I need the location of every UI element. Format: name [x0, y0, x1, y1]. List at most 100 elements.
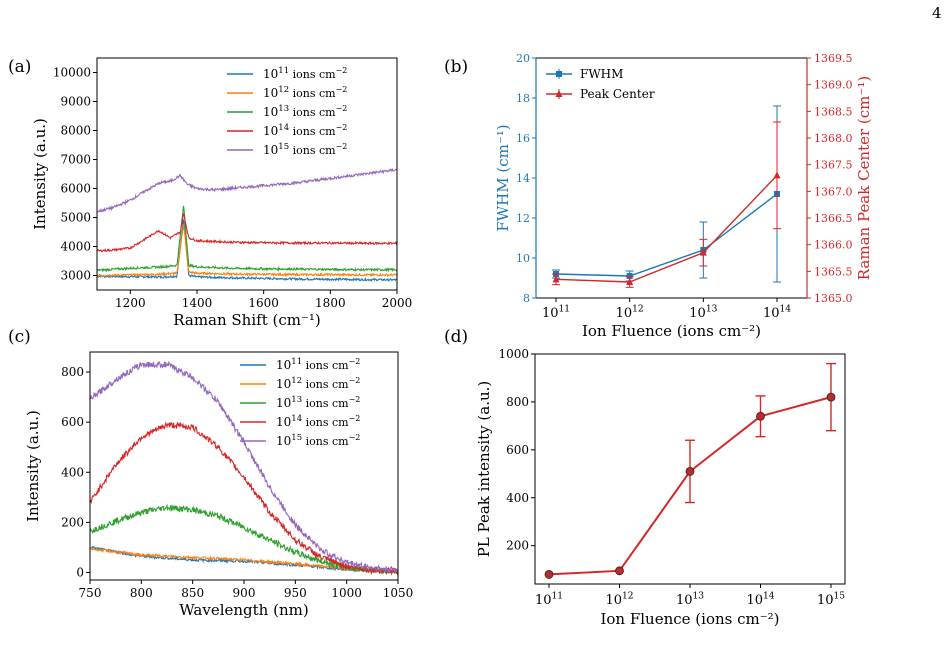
- right-y-axis-label: Raman Peak Center (cm⁻¹): [855, 76, 873, 280]
- x-axis-label: Wavelength (nm): [179, 601, 308, 619]
- panel-c: 750 800 850 900 950 1000 1050 0 200 400 600 800 Wave…: [8, 327, 413, 619]
- series-line-peak-center: [555, 174, 778, 283]
- legend-label: 1011 ions cm−2: [276, 357, 360, 372]
- x-tick-label: 1012: [605, 592, 633, 608]
- x-tick-label: 850: [181, 586, 204, 600]
- y-tick-label: 0: [76, 565, 84, 579]
- y-tick-label: 600: [61, 415, 84, 429]
- y-tick-label: 1000: [498, 347, 529, 361]
- series-line-11: [97, 219, 397, 282]
- series-line-13: [97, 205, 397, 273]
- y-tick-label: 200: [61, 515, 84, 529]
- right-y-tick-label: 1367.0: [814, 185, 853, 198]
- x-axis-label: Raman Shift (cm⁻¹): [173, 311, 321, 329]
- data-point: [626, 278, 634, 285]
- panel-d: 1011 1012 1013 1014 1015 200 400 600 800 1000 Ion …: [444, 327, 846, 628]
- series-line-15: [97, 167, 397, 213]
- data-point: [544, 570, 554, 579]
- legend-label: 1012 ions cm−2: [276, 376, 360, 391]
- series-group: [97, 167, 397, 282]
- y-tick-label: 3000: [60, 269, 91, 283]
- y-tick-label: 9000: [60, 95, 91, 109]
- x-tick-label: 1014: [763, 305, 791, 321]
- x-tick-label: 1012: [616, 305, 644, 321]
- y-axis-label: Intensity (a.u.): [31, 118, 49, 230]
- data-point: [685, 466, 695, 476]
- y-tick-label: 600: [506, 443, 529, 457]
- series-line-fwhm: [555, 193, 778, 277]
- y-tick-label: 200: [506, 539, 529, 553]
- series-group: [90, 360, 398, 576]
- right-y-tick-label: 1369.0: [814, 79, 853, 92]
- x-tick-label: 1000: [331, 586, 362, 600]
- right-y-tick-label: 1366.0: [814, 239, 853, 252]
- legend-label: 1012 ions cm−2: [263, 85, 347, 100]
- x-tick-label: 1200: [115, 296, 146, 310]
- y-axis-label: Intensity (a.u.): [24, 410, 42, 522]
- data-point: [615, 566, 624, 576]
- right-y-tick-label: 1368.0: [814, 132, 853, 145]
- series-line-13: [90, 503, 398, 576]
- y-tick-label: 800: [61, 365, 84, 379]
- legend-label: 1013 ions cm−2: [276, 395, 360, 410]
- data-point: [552, 275, 560, 283]
- y-tick-label: 10000: [53, 66, 91, 80]
- series-line-14: [97, 213, 397, 253]
- x-tick-label: 950: [284, 586, 307, 600]
- plot-frame: [535, 57, 808, 299]
- plot-frame: [96, 57, 398, 291]
- legend-label: FWHM: [580, 67, 623, 81]
- legend-label: 1013 ions cm−2: [263, 104, 347, 119]
- right-y-tick-label: 1367.5: [814, 159, 853, 172]
- legend-label: Peak Center: [580, 87, 655, 101]
- left-y-tick-label: 12: [516, 212, 530, 225]
- x-axis-label: Ion Fluence (ions cm⁻²): [600, 610, 779, 628]
- series-line-15: [90, 360, 398, 574]
- data-point: [699, 248, 707, 256]
- left-y-tick-label: 8: [523, 292, 530, 305]
- data-point: [626, 273, 633, 279]
- page-number: 4: [932, 4, 942, 22]
- x-tick-label: 900: [233, 586, 256, 600]
- x-tick-label: 1011: [542, 305, 570, 321]
- data-point: [773, 171, 781, 179]
- left-y-tick-label: 10: [516, 252, 530, 265]
- x-tick-label: 2000: [382, 296, 413, 310]
- x-tick-label: 1013: [676, 592, 704, 608]
- x-tick-label: 1015: [817, 592, 845, 608]
- right-y-tick-label: 1365.0: [814, 292, 853, 305]
- x-tick-label: 750: [79, 586, 102, 600]
- left-y-tick-label: 18: [516, 92, 530, 105]
- left-y-tick-label: 14: [516, 172, 530, 185]
- right-y-tick-label: 1368.5: [814, 105, 853, 118]
- x-tick-label: 1014: [746, 592, 774, 608]
- x-tick-label: 1600: [248, 296, 279, 310]
- legend-label: 1011 ions cm−2: [263, 66, 347, 81]
- x-tick-label: 1050: [383, 586, 414, 600]
- y-tick-label: 400: [61, 465, 84, 479]
- right-y-tick-label: 1369.5: [814, 52, 853, 65]
- x-tick-label: 1400: [182, 296, 213, 310]
- y-tick-label: 4000: [60, 240, 91, 254]
- panel-a: 1200 1400 1600 1800 2000 3000 4000 5000 6000 7000…: [8, 57, 412, 329]
- x-tick-label: 1011: [535, 592, 563, 608]
- panel-label: (c): [8, 327, 31, 347]
- left-y-tick-label: 20: [516, 52, 530, 65]
- series-line-14: [90, 421, 398, 576]
- legend-label: 1014 ions cm−2: [276, 414, 360, 429]
- panel-label: (a): [8, 57, 31, 77]
- left-y-axis-label: FWHM (cm⁻¹): [494, 124, 512, 231]
- panel-label: (b): [444, 57, 468, 77]
- y-tick-label: 5000: [60, 211, 91, 225]
- y-tick-label: 7000: [60, 153, 91, 167]
- legend-label: 1015 ions cm−2: [263, 142, 347, 157]
- y-tick-label: 6000: [60, 182, 91, 196]
- right-y-tick-label: 1366.5: [814, 212, 853, 225]
- series-line-12: [97, 224, 397, 278]
- legend-label: 1014 ions cm−2: [263, 123, 347, 138]
- x-tick-label: 1800: [315, 296, 346, 310]
- panel-label: (d): [444, 327, 468, 347]
- y-axis-label: PL Peak intensity (a.u.): [475, 381, 493, 558]
- y-tick-label: 8000: [60, 124, 91, 138]
